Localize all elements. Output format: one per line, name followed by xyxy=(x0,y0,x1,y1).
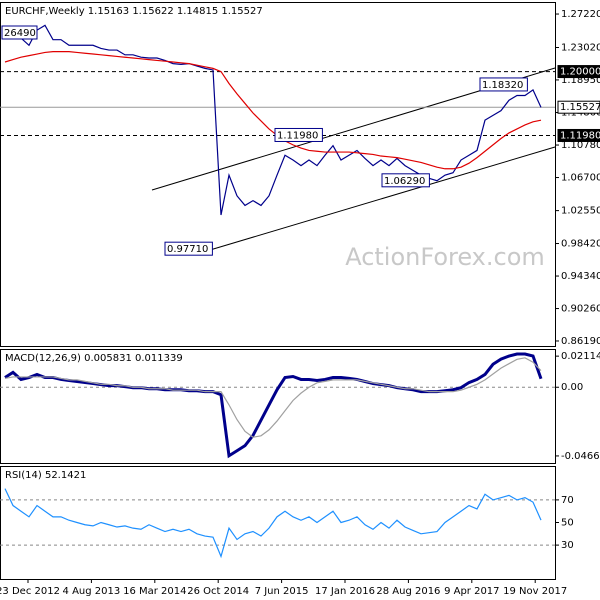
x-tick-label: 23 Dec 2012 xyxy=(0,586,60,597)
panel-title: EURCHF,Weekly 1.15163 1.15622 1.14815 1.… xyxy=(5,6,263,17)
y-tick-label: 50 xyxy=(561,518,574,529)
annotation-label: 1.11980 xyxy=(277,130,318,141)
x-tick-label: 16 Mar 2014 xyxy=(123,586,186,597)
x-tick-label: 9 Apr 2017 xyxy=(444,586,499,597)
x-tick-label: 19 Nov 2017 xyxy=(503,586,567,597)
channel-lower xyxy=(209,146,556,251)
series-line xyxy=(4,488,542,559)
x-tick-label: 4 Aug 2013 xyxy=(63,586,121,597)
watermark: ActionForex.com xyxy=(345,243,545,271)
y-tick-label: 1.06700 xyxy=(561,173,600,184)
y-tick-label: -0.046695 xyxy=(561,451,600,462)
annotation-label: 0.97710 xyxy=(167,244,208,255)
series-line xyxy=(4,352,543,459)
annotation-box xyxy=(1,25,38,40)
y-tick-label: 1.23020 xyxy=(561,43,600,54)
price-level-label: 1.11980 xyxy=(560,130,600,141)
y-tick-label: 0.86190 xyxy=(561,336,600,347)
price-level-label: 1.15527 xyxy=(560,102,600,113)
annotation-label: 1.06290 xyxy=(384,176,425,187)
y-tick-label: 1.18950 xyxy=(561,75,600,86)
price-level-label: 1.20000 xyxy=(560,67,600,78)
y-tick-label: 30 xyxy=(561,540,574,551)
series-line xyxy=(4,357,542,438)
annotation-label: 26490 xyxy=(4,28,36,39)
price-level-box xyxy=(557,100,600,114)
x-tick-label: 28 Aug 2016 xyxy=(376,586,440,597)
panel-frame xyxy=(0,466,556,580)
price-level-box xyxy=(557,128,600,142)
series-line xyxy=(4,24,542,216)
annotation-box xyxy=(479,77,528,92)
y-tick-label: 0.021146 xyxy=(561,351,600,362)
annotation-label: 1.18320 xyxy=(482,80,523,91)
y-tick-label: 1.27220 xyxy=(561,9,600,20)
y-tick-label: 70 xyxy=(561,495,574,506)
panel-frame xyxy=(0,349,556,464)
series-line xyxy=(4,51,542,170)
y-tick-label: 0.90260 xyxy=(561,304,600,315)
annotation-box xyxy=(274,127,323,142)
annotation-box xyxy=(164,241,213,256)
price-level-box xyxy=(557,65,600,79)
x-tick-label: 26 Oct 2014 xyxy=(187,586,249,597)
panel-title: RSI(14) 52.1421 xyxy=(5,470,86,481)
y-tick-label: 1.02550 xyxy=(561,206,600,217)
x-tick-label: 7 Jun 2015 xyxy=(255,586,309,597)
annotation-box xyxy=(381,173,430,188)
y-tick-label: 0.98420 xyxy=(561,239,600,250)
y-tick-label: 0.00 xyxy=(561,382,583,393)
y-tick-label: 0.94340 xyxy=(561,271,600,282)
y-tick-label: 1.10780 xyxy=(561,140,600,151)
x-tick-label: 17 Jan 2016 xyxy=(315,586,375,597)
panel-frame xyxy=(0,2,556,347)
panel-title: MACD(12,26,9) 0.005831 0.011339 xyxy=(5,353,183,364)
